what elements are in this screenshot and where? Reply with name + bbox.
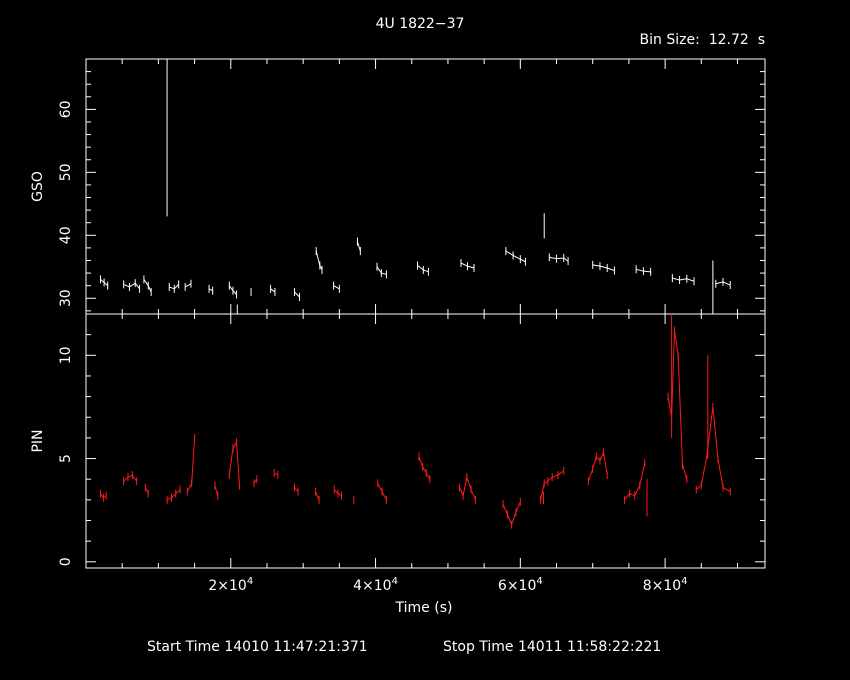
y-axis-label-pin: PIN [30,429,46,452]
x-tick-label: 8×104 [643,576,688,594]
y-tick-label: 60 [58,100,74,118]
gso-series-segment [143,279,152,293]
x-axis-ticks: 2×104 4×104 6×104 8×104 [208,576,687,594]
gso-series-segment [672,277,695,282]
gso-series-segment [549,256,569,262]
y-tick-label: 0 [58,557,74,566]
pin-series-segment [273,472,279,476]
gso-series-segment [123,282,140,290]
pin-series-segment [695,406,731,493]
chart-title: 4U 1822−37 [376,16,465,32]
pin-series-segment [294,487,299,492]
pin-series-segment [587,450,608,482]
y-tick-label: 10 [58,346,74,364]
y-tick-label: 50 [58,163,74,181]
pin-series-segment [166,489,181,501]
pin-frame [85,313,766,569]
gso-series-segment [208,288,213,292]
x-tick-label: 4×104 [353,576,398,594]
gso-panel: 30 40 50 60 GSO [30,58,766,315]
pin-series-segment [315,491,320,501]
pin-series-segment [186,437,196,492]
gso-series-segment [333,285,340,290]
pin-series-segment [667,330,688,480]
y-tick-label: 30 [58,289,74,307]
x-tick-label: 6×104 [498,576,543,594]
pin-series-segment [459,475,476,501]
x-tick-label: 2×104 [208,576,253,594]
gso-frame [85,58,766,315]
gso-series-segment [270,288,276,293]
start-time-label: Start Time 14010 11:47:21:371 [147,639,368,655]
y-tick-label: 5 [58,454,74,463]
gso-series-segment [592,264,615,272]
y-tick-label: 40 [58,226,74,244]
stop-time-label: Stop Time 14011 11:58:22:221 [443,639,661,655]
y-axis-label-gso: GSO [30,171,46,202]
gso-series-segment [294,291,300,298]
pin-series-segment [123,474,138,482]
gso-series-segment [505,250,526,263]
bin-size-label: Bin Size: 12.72 s [640,32,765,48]
pin-series-segment [540,470,565,500]
pin-panel: 0 5 10 PIN [30,313,766,569]
pin-series-segment [228,440,240,486]
pin-series-segment [418,456,431,480]
x-axis-label: Time (s) [395,600,453,616]
gso-series-segment [184,283,192,288]
gso-series-segment [315,250,323,271]
